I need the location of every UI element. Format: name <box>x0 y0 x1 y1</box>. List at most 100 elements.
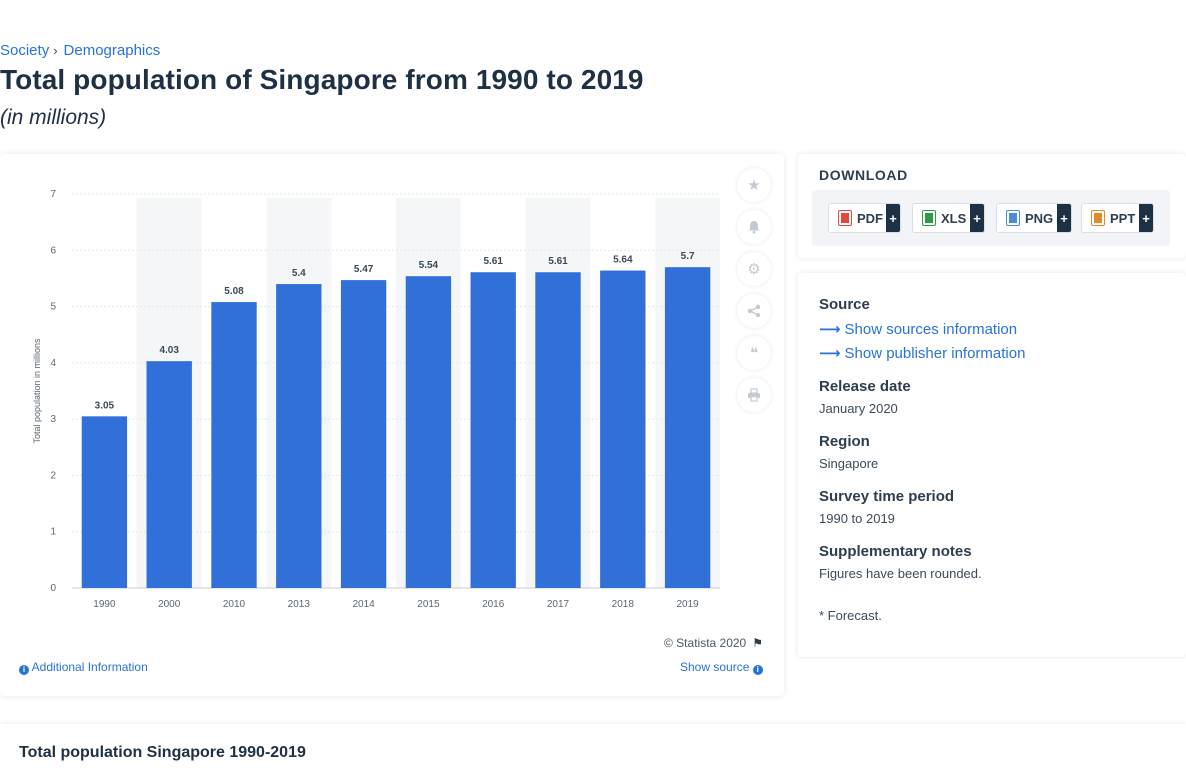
y-axis-label: Total population in millions <box>32 338 42 444</box>
show-source-link[interactable]: Show source i <box>680 660 763 675</box>
download-pdf-button[interactable]: PDF + <box>828 203 901 233</box>
data-label: 5.7 <box>681 251 695 262</box>
supplementary-notes-value: Figures have been rounded. <box>819 566 982 581</box>
survey-period-value: 1990 to 2019 <box>819 511 895 526</box>
survey-period-label: Survey time period <box>819 488 955 505</box>
download-pdf-label: PDF <box>857 210 883 226</box>
quote-icon[interactable]: ❝ <box>737 336 771 370</box>
region-label: Region <box>819 433 870 450</box>
x-tick-label: 2017 <box>547 599 570 610</box>
show-publisher-label: Show publisher information <box>844 345 1026 362</box>
y-tick-label: 2 <box>50 470 56 481</box>
y-tick-label: 4 <box>50 358 56 369</box>
flag-icon[interactable]: ⚑ <box>752 636 763 650</box>
download-pdf-plus[interactable]: + <box>886 204 900 232</box>
arrow-right-icon: ⟶ <box>819 321 841 338</box>
breadcrumb-demographics[interactable]: Demographics <box>63 42 161 59</box>
bar <box>146 361 192 588</box>
statistic-details: Source ⟶ Show sources information ⟶ Show p… <box>798 273 1186 657</box>
data-label: 4.03 <box>159 345 179 356</box>
png-file-icon <box>1007 211 1019 225</box>
download-png-button[interactable]: PNG + <box>996 203 1072 233</box>
chart-card: 0 1 2 3 4 5 6 7 3.05 4.03 5.08 5.4 5.47 5.54 5.61 5.61… <box>0 154 784 696</box>
forecast-note: * Forecast. <box>819 608 882 623</box>
y-tick-label: 1 <box>50 527 56 538</box>
page-title: Total population of Singapore from 1990 … <box>0 64 644 95</box>
x-tick-label: 2016 <box>482 599 505 610</box>
data-label: 5.61 <box>483 256 503 267</box>
x-axis-ticks: 1990 2000 2010 2013 2014 2015 2016 2017 2018 2019 <box>93 599 699 610</box>
info-icon: i <box>752 665 763 675</box>
gear-icon[interactable]: ⚙ <box>737 252 771 286</box>
show-publisher-link[interactable]: ⟶ Show publisher information <box>819 344 1025 362</box>
breadcrumb-separator: › <box>53 43 58 58</box>
data-label: 5.64 <box>613 255 633 266</box>
x-tick-label: 2014 <box>352 599 375 610</box>
bars <box>81 267 711 588</box>
data-label: 3.05 <box>95 400 115 411</box>
data-label: 5.4 <box>292 268 306 279</box>
download-ppt-label: PPT <box>1110 210 1136 226</box>
x-tick-label: 2018 <box>612 599 635 610</box>
y-tick-label: 7 <box>50 189 56 200</box>
download-png-label: PNG <box>1025 210 1054 226</box>
bell-icon[interactable] <box>737 210 771 244</box>
page-subtitle: (in millions) <box>0 106 107 129</box>
x-tick-label: 1990 <box>93 599 116 610</box>
bar <box>276 284 322 588</box>
data-label: 5.54 <box>419 260 439 271</box>
y-tick-label: 5 <box>50 302 56 313</box>
download-ppt-plus[interactable]: + <box>1139 204 1153 232</box>
copyright: © Statista 2020 ⚑ <box>664 636 763 650</box>
download-xls-label: XLS <box>941 210 967 226</box>
bar <box>340 280 387 588</box>
bar <box>535 272 581 588</box>
chart-toolbar: ★ ⚙ ❝ <box>737 168 773 420</box>
data-label: 5.47 <box>354 264 374 275</box>
info-icon: i <box>19 665 29 675</box>
breadcrumb: Society › Demographics <box>0 42 160 59</box>
show-sources-link[interactable]: ⟶ Show sources information <box>819 320 1017 338</box>
bar <box>405 276 452 588</box>
x-tick-label: 2015 <box>417 599 440 610</box>
y-tick-label: 3 <box>50 414 56 425</box>
data-label: 5.08 <box>224 286 244 297</box>
additional-information-label: Additional Information <box>31 660 148 674</box>
x-tick-label: 2010 <box>223 599 246 610</box>
share-icon[interactable] <box>737 294 771 328</box>
bar-chart: 0 1 2 3 4 5 6 7 3.05 4.03 5.08 5.4 5.47 5.54 5.61 5.61… <box>32 189 720 610</box>
download-ppt-button[interactable]: PPT + <box>1081 203 1154 233</box>
download-card: DOWNLOAD PDF + XLS + PNG + PPT + <box>798 154 1186 258</box>
description-card: Total population Singapore 1990-2019 <box>0 724 1186 784</box>
release-date-label: Release date <box>819 378 911 395</box>
x-tick-label: 2019 <box>676 599 699 610</box>
breadcrumb-society[interactable]: Society <box>0 42 50 59</box>
source-label: Source <box>819 296 870 313</box>
bar <box>470 272 516 588</box>
data-labels: 3.05 4.03 5.08 5.4 5.47 5.54 5.61 5.61 5.64 5.7 <box>95 251 695 411</box>
download-xls-plus[interactable]: + <box>970 204 984 232</box>
print-icon[interactable] <box>737 378 771 412</box>
region-value: Singapore <box>819 456 879 471</box>
y-tick-label: 0 <box>50 583 56 594</box>
bar <box>211 302 257 588</box>
bar <box>600 270 646 588</box>
x-tick-label: 2013 <box>288 599 311 610</box>
additional-information-link[interactable]: i Additional Information <box>19 660 148 675</box>
x-tick-label: 2000 <box>158 599 181 610</box>
y-tick-label: 6 <box>50 245 56 256</box>
release-date-value: January 2020 <box>819 401 898 416</box>
supplementary-notes-label: Supplementary notes <box>819 543 972 560</box>
download-title: DOWNLOAD <box>819 167 908 183</box>
y-axis-ticks: 0 1 2 3 4 5 6 7 <box>50 189 56 594</box>
download-png-plus[interactable]: + <box>1057 204 1071 232</box>
description-title: Total population Singapore 1990-2019 <box>19 744 306 761</box>
star-icon[interactable]: ★ <box>737 168 771 202</box>
show-sources-label: Show sources information <box>844 321 1018 338</box>
show-source-label: Show source <box>680 660 750 674</box>
xls-file-icon <box>923 211 935 225</box>
data-label: 5.61 <box>548 256 568 267</box>
download-buttons: PDF + XLS + PNG + PPT + <box>812 190 1170 246</box>
download-xls-button[interactable]: XLS + <box>912 203 985 233</box>
bar <box>664 267 711 588</box>
